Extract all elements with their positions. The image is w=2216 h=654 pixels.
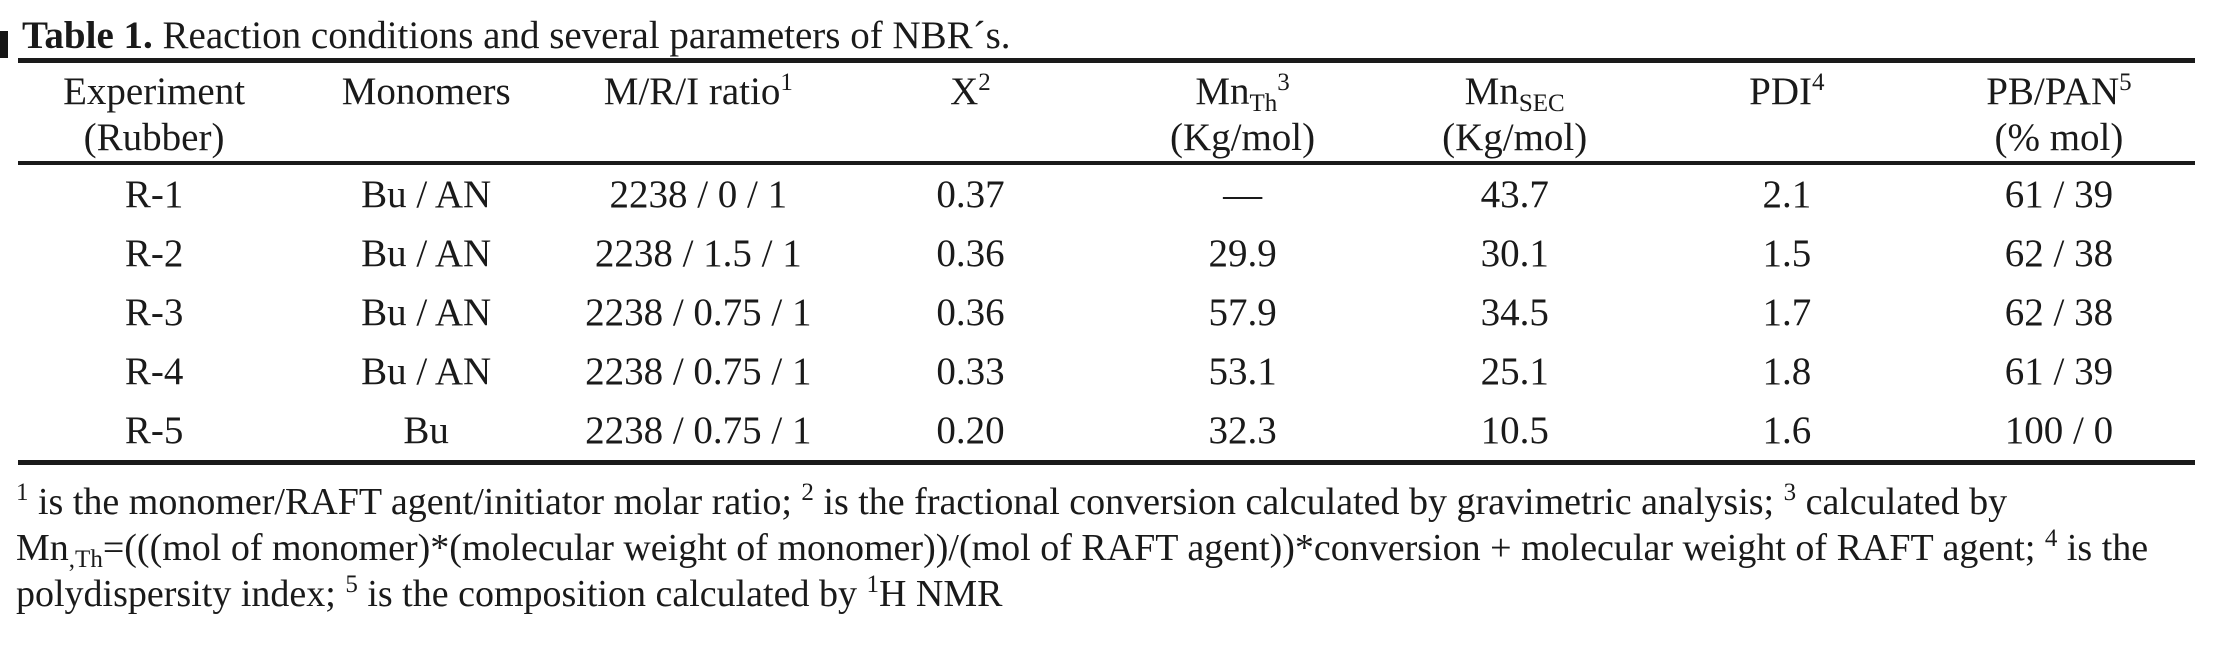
table-cell: 0.36 <box>936 291 1005 334</box>
paper-table-page: Table 1. Reaction conditions and several… <box>0 13 2216 654</box>
table-cell: Bu / AN <box>361 173 492 216</box>
table-cell: 2238 / 0.75 / 1 <box>585 291 812 334</box>
table-cell: Bu <box>403 409 449 452</box>
table-caption-text: Reaction conditions and several paramete… <box>152 14 1011 57</box>
table-row-r1: R-1 Bu / AN 2238 / 0 / 1 0.37 — 43.7 2.1… <box>18 163 2195 224</box>
scan-artifact-mark <box>0 31 8 58</box>
table-cell: 43.7 <box>1480 173 1549 216</box>
table-cell: R-1 <box>124 173 184 216</box>
table-cell: 2238 / 0 / 1 <box>609 173 788 216</box>
table-cell: 61 / 39 <box>2004 173 2114 216</box>
table-cell: 61 / 39 <box>2004 350 2114 393</box>
table-cell: R-3 <box>124 291 184 334</box>
table-caption: Table 1. Reaction conditions and several… <box>22 13 2216 58</box>
footnote-marker: 3 <box>1783 479 1797 506</box>
table-cell: 0.36 <box>936 232 1005 275</box>
column-header-monomers: Monomers <box>290 60 563 165</box>
column-header-mri-ratio: M/R/I ratio1 <box>562 60 835 165</box>
table-cell: 29.9 <box>1208 232 1277 275</box>
footnote-line-3: polydispersity index; 5 is the compositi… <box>16 571 1003 615</box>
table-cell: 34.5 <box>1480 291 1549 334</box>
table-cell: — <box>1223 173 1263 216</box>
data-table: Experiment (Rubber) Monomers M/R/I ratio1… <box>18 58 2195 465</box>
table-row-r2: R-2 Bu / AN 2238 / 1.5 / 1 0.36 29.9 30.… <box>18 224 2195 283</box>
table-cell: 10.5 <box>1480 409 1549 452</box>
footnote-marker: 1 <box>866 571 879 598</box>
table-cell: 62 / 38 <box>2004 232 2114 275</box>
table-cell: R-4 <box>124 350 184 393</box>
table-cell: Bu / AN <box>361 350 492 393</box>
footnote-line-2: Mn,Th=(((mol of monomer)*(molecular weig… <box>16 525 2149 573</box>
table-cell: 2238 / 1.5 / 1 <box>594 232 802 275</box>
table-cell: 1.5 <box>1762 232 1812 275</box>
footnote-marker: 2 <box>801 479 814 506</box>
table-cell: 32.3 <box>1208 409 1277 452</box>
table-footnotes: 1 is the monomer/RAFT agent/initiator mo… <box>16 479 2216 617</box>
table-header-row: Experiment (Rubber) Monomers M/R/I ratio1… <box>18 60 2195 165</box>
column-header-mn-th: MnTh3 (Kg/mol) <box>1106 60 1379 165</box>
table-cell: 53.1 <box>1208 350 1277 393</box>
table-cell: 57.9 <box>1208 291 1277 334</box>
column-header-pb-pan: PB/PAN5 (% mol) <box>1922 60 2195 165</box>
subscript-th: ,Th <box>68 546 103 573</box>
table-cell: Bu / AN <box>361 291 492 334</box>
table-cell: 0.37 <box>936 173 1005 216</box>
table-cell: 62 / 38 <box>2004 291 2114 334</box>
table-cell: 25.1 <box>1480 350 1549 393</box>
table-cell: 1.8 <box>1762 350 1812 393</box>
table-cell: 100 / 0 <box>2004 409 2114 452</box>
footnote-line-1: 1 is the monomer/RAFT agent/initiator mo… <box>16 479 2008 523</box>
table-cell: R-5 <box>124 409 184 452</box>
table-cell: 0.20 <box>936 409 1005 452</box>
table-cell: 0.33 <box>936 350 1005 393</box>
table-cell: Bu / AN <box>361 232 492 275</box>
column-header-conversion-x: X2 <box>834 60 1107 165</box>
table-cell: 1.7 <box>1762 291 1812 334</box>
footnote-marker: 1 <box>16 479 29 506</box>
table-row-r3: R-3 Bu / AN 2238 / 0.75 / 1 0.36 57.9 34… <box>18 283 2195 342</box>
table-cell: R-2 <box>124 232 184 275</box>
table-cell: 2.1 <box>1762 173 1812 216</box>
footnote-marker: 4 <box>2044 525 2058 552</box>
table-cell: 2238 / 0.75 / 1 <box>585 409 812 452</box>
column-header-mn-sec: MnSEC (Kg/mol) <box>1378 60 1651 165</box>
table-row-r5: R-5 Bu 2238 / 0.75 / 1 0.20 32.3 10.5 1.… <box>18 401 2195 463</box>
column-header-pdi: PDI4 <box>1650 60 1923 165</box>
table-cell: 2238 / 0.75 / 1 <box>585 350 812 393</box>
column-header-experiment: Experiment (Rubber) <box>18 60 291 165</box>
footnote-marker: 5 <box>345 571 358 598</box>
table-row-r4: R-4 Bu / AN 2238 / 0.75 / 1 0.33 53.1 25… <box>18 342 2195 401</box>
table-cell: 30.1 <box>1480 232 1549 275</box>
table-cell: 1.6 <box>1762 409 1812 452</box>
table-caption-label: Table 1. <box>22 14 153 57</box>
